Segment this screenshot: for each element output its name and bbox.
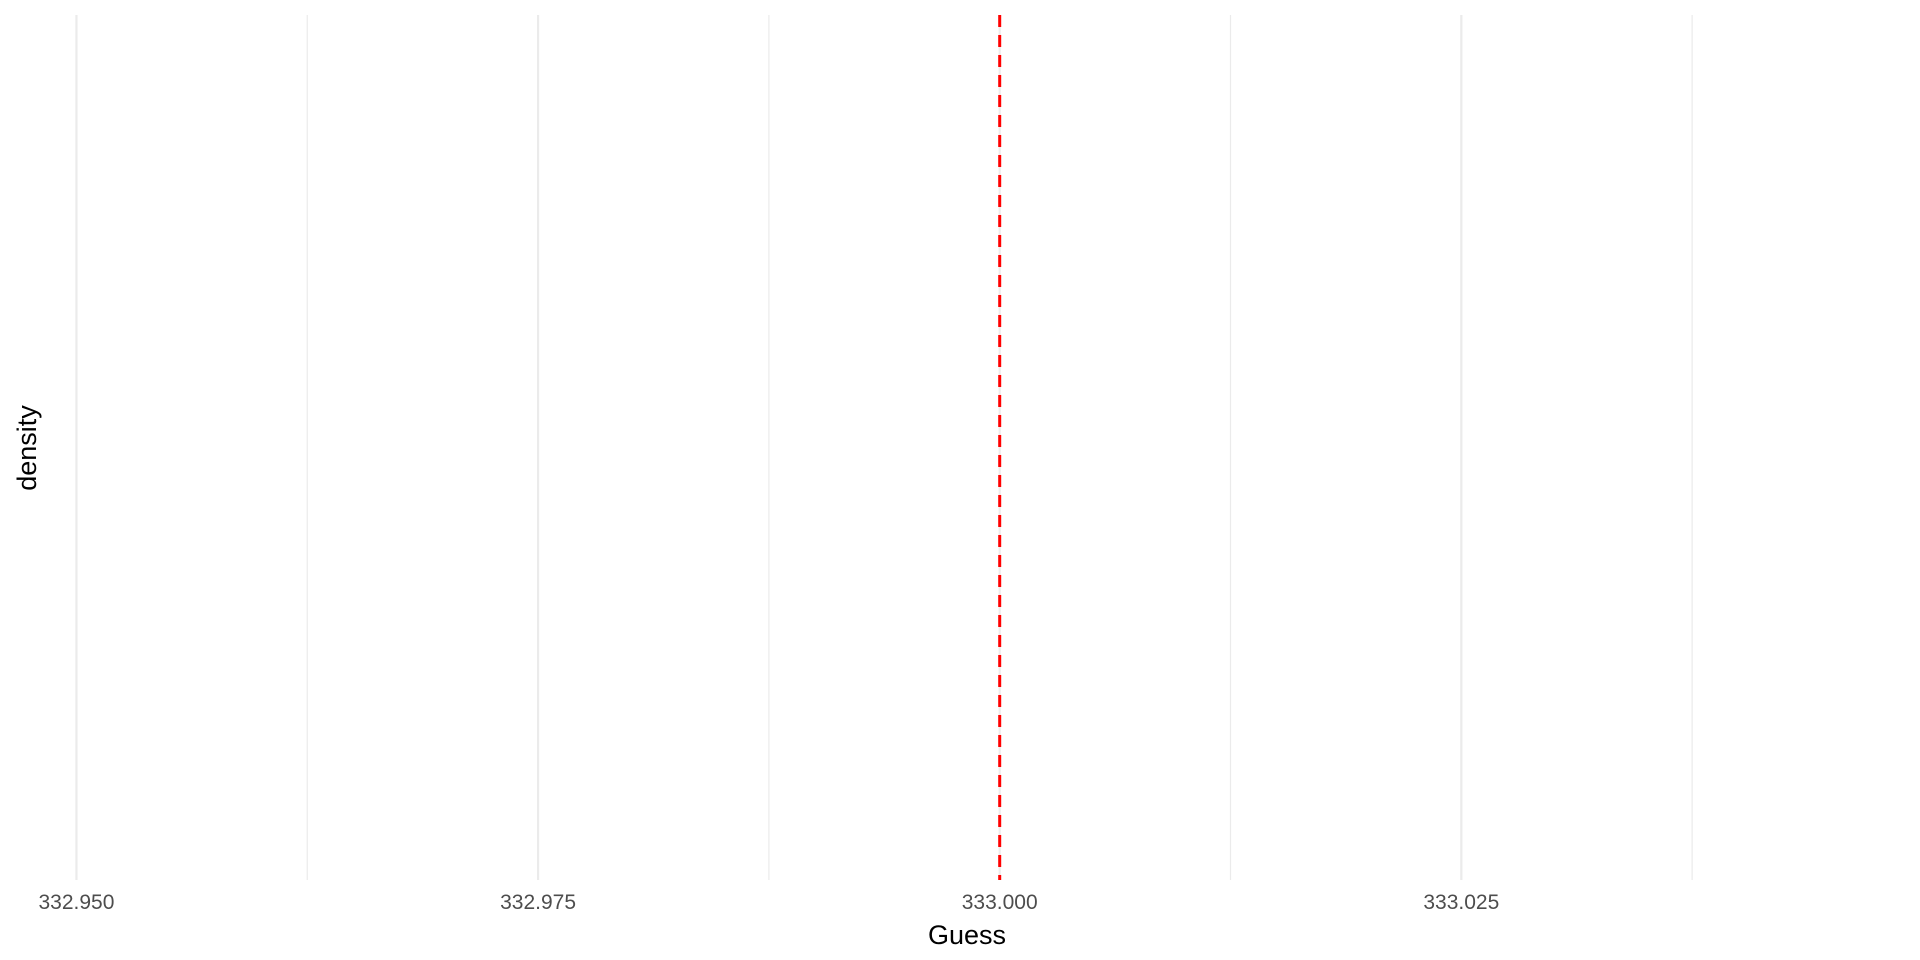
x-tick-label: 333.025: [1423, 891, 1499, 914]
x-tick-label: 332.950: [39, 891, 115, 914]
x-tick-labels: 332.950 332.975 333.000 333.025: [39, 891, 1500, 914]
x-tick-label: 333.000: [962, 891, 1038, 914]
x-tick-label: 332.975: [500, 891, 576, 914]
minor-gridlines: [306, 15, 1693, 880]
x-axis-title: Guess: [928, 920, 1006, 950]
y-axis-title: density: [12, 405, 42, 491]
